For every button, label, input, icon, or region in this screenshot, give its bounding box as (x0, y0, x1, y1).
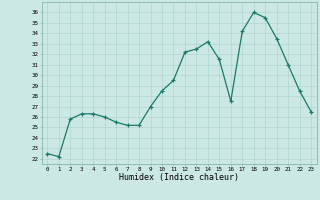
X-axis label: Humidex (Indice chaleur): Humidex (Indice chaleur) (119, 173, 239, 182)
